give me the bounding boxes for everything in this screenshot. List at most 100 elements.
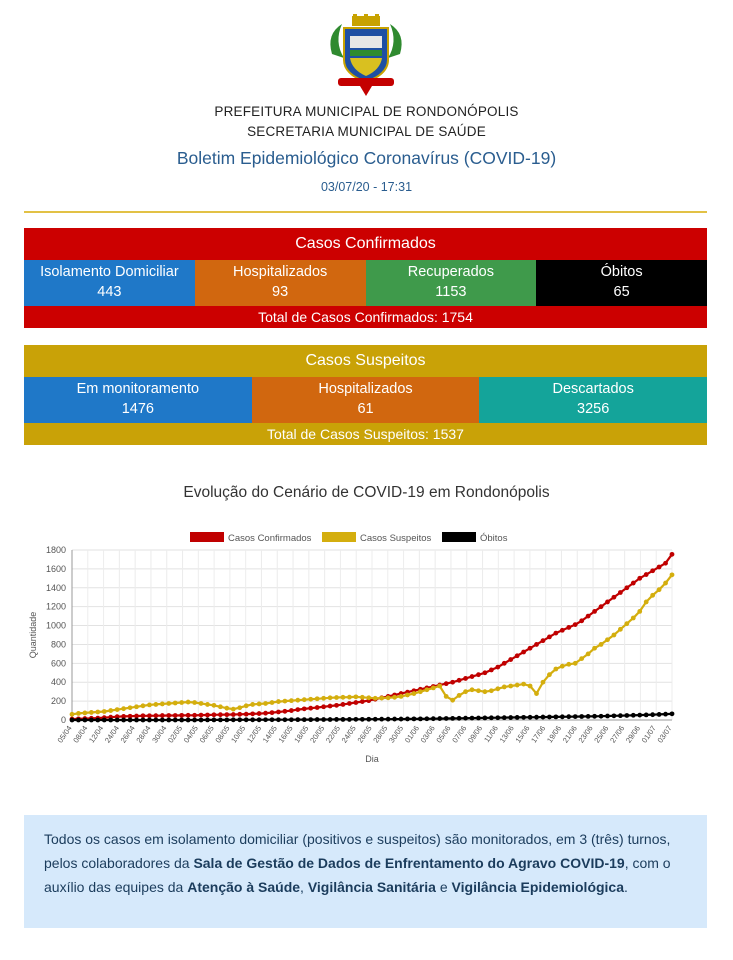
data-point — [424, 716, 430, 722]
y-tick-label: 1400 — [46, 583, 66, 593]
data-point — [540, 679, 546, 685]
data-point — [114, 707, 120, 713]
data-point — [366, 695, 372, 701]
note-text: , — [300, 879, 308, 895]
data-point — [295, 697, 301, 703]
suspected-discarded-cell: Descartados 3256 — [479, 377, 708, 423]
data-point — [443, 716, 449, 721]
legend-label: Casos Confirmados — [228, 533, 312, 544]
data-point — [211, 717, 217, 723]
data-point — [127, 717, 133, 723]
data-point — [256, 717, 262, 723]
data-point — [469, 674, 475, 679]
data-point — [534, 642, 539, 647]
data-point — [237, 705, 243, 711]
data-point — [127, 713, 133, 719]
data-point — [527, 683, 533, 689]
data-point — [630, 580, 636, 586]
data-point — [166, 713, 172, 718]
data-point — [243, 703, 249, 709]
data-point — [663, 560, 668, 566]
y-tick-label: 1800 — [46, 545, 66, 555]
cell-value: 1476 — [121, 401, 154, 417]
data-point — [527, 714, 533, 720]
cell-label: Em monitoramento — [76, 381, 200, 397]
data-point — [321, 704, 327, 710]
data-point — [643, 572, 649, 577]
data-point — [501, 715, 507, 721]
data-point — [269, 710, 275, 716]
data-point — [295, 707, 301, 713]
legend-swatch — [442, 532, 476, 542]
data-point — [166, 701, 172, 706]
data-point — [611, 594, 617, 600]
data-point — [508, 715, 514, 720]
data-point — [211, 702, 217, 708]
data-point — [379, 695, 385, 701]
data-point — [334, 702, 339, 708]
data-point — [95, 709, 101, 715]
data-point — [534, 714, 539, 720]
data-point — [101, 709, 107, 714]
y-tick-label: 1200 — [46, 602, 66, 612]
x-tick-label: 02/05 — [166, 724, 184, 745]
data-point — [663, 580, 668, 586]
x-tick-label: 25/06 — [592, 724, 610, 745]
cell-value: 3256 — [577, 401, 610, 417]
data-point — [669, 711, 675, 717]
secretaria-header: SECRETARIA MUNICIPAL DE SAÚDE — [247, 124, 486, 139]
data-point — [501, 660, 507, 666]
data-point — [340, 694, 346, 700]
data-point — [179, 712, 185, 718]
data-point — [314, 705, 320, 710]
cell-value: 93 — [272, 284, 289, 300]
x-tick-label: 16/05 — [277, 724, 295, 745]
data-point — [566, 625, 572, 630]
x-tick-label: 24/04 — [103, 724, 121, 745]
data-point — [256, 711, 262, 716]
y-tick-label: 400 — [51, 677, 66, 687]
data-point — [521, 681, 527, 687]
data-point — [463, 676, 468, 681]
data-point — [269, 717, 275, 723]
y-tick-label: 800 — [51, 639, 66, 649]
data-point — [185, 712, 191, 718]
data-point — [347, 701, 352, 706]
data-point — [301, 706, 307, 712]
data-point — [243, 711, 249, 717]
data-point — [121, 714, 127, 719]
data-point — [250, 717, 256, 723]
cell-label: Descartados — [552, 381, 634, 397]
x-tick-label: 19/06 — [545, 724, 563, 745]
x-tick-label: 26/04 — [119, 724, 137, 745]
x-tick-label: 22/05 — [324, 724, 342, 745]
data-point — [605, 637, 610, 643]
data-point — [456, 677, 462, 683]
cell-value: 1153 — [435, 284, 467, 300]
x-tick-label: 08/05 — [213, 724, 231, 745]
cell-value: 65 — [613, 284, 630, 300]
data-point — [372, 695, 378, 701]
x-tick-label: 14/05 — [261, 724, 279, 745]
x-tick-label: 01/06 — [403, 724, 421, 745]
note-text: e — [435, 879, 452, 895]
data-point — [159, 701, 165, 707]
data-point — [514, 653, 520, 659]
data-point — [579, 714, 585, 719]
data-point — [321, 717, 327, 722]
x-tick-label: 07/06 — [450, 724, 468, 745]
x-tick-label: 10/05 — [229, 724, 247, 745]
chart-title: Evolução do Cenário de COVID-19 em Rondo… — [183, 484, 550, 501]
suspected-cases-panel: Casos Suspeitos Em monitoramento 1476 Ho… — [24, 345, 708, 445]
suspected-hospitalized-cell: Hospitalizados 61 — [251, 377, 480, 423]
data-point — [611, 632, 617, 638]
suspected-cases-total: Total de Casos Suspeitos: 1537 — [24, 423, 707, 445]
data-point — [405, 716, 410, 722]
suspected-cases-title: Casos Suspeitos — [24, 345, 707, 377]
data-point — [572, 660, 578, 666]
data-point — [540, 714, 546, 720]
data-point — [553, 666, 559, 672]
bulletin-date: 03/07/20 - 17:31 — [320, 180, 413, 194]
data-point — [172, 700, 178, 706]
data-point — [192, 717, 197, 723]
